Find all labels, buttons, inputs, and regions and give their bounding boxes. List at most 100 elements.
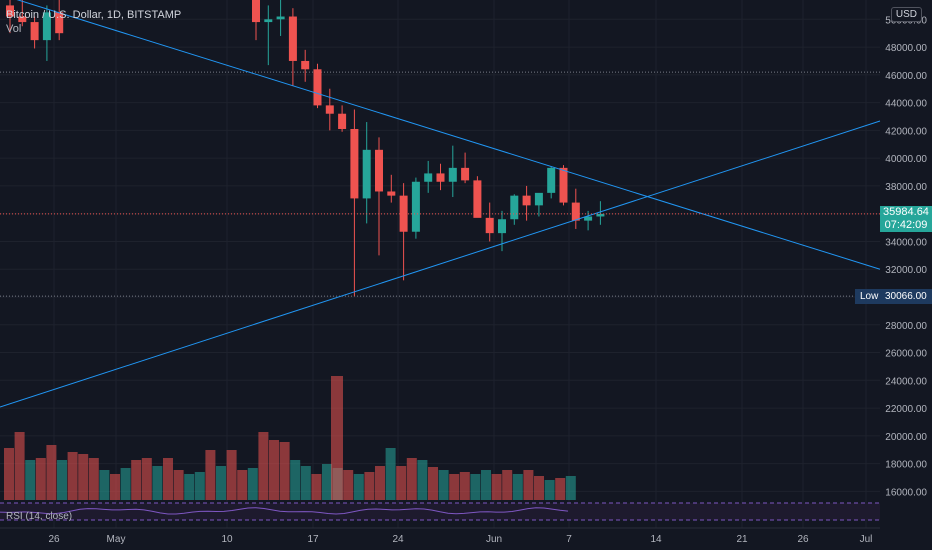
current-price-tag: 35984.64 07:42:09 <box>880 206 932 232</box>
candle-body <box>584 216 593 221</box>
volume-bar <box>491 474 502 500</box>
volume-bar <box>343 470 354 500</box>
volume-bar <box>300 466 311 500</box>
volume-bar <box>258 432 269 500</box>
volume-bar <box>331 376 343 500</box>
y-tick-label: 40000.00 <box>885 154 927 165</box>
volume-bar <box>449 474 460 500</box>
y-tick-label: 42000.00 <box>885 126 927 137</box>
rsi-label: RSI (14, close) <box>6 511 73 522</box>
price-axis: 16000.00 18000.00 20000.00 22000.00 24000.00… <box>885 15 927 498</box>
volume-bar <box>194 472 205 500</box>
volume-bar <box>14 432 25 500</box>
volume-bar <box>470 474 481 500</box>
y-tick-label: 26000.00 <box>885 349 927 360</box>
y-tick-label: 46000.00 <box>885 71 927 82</box>
volume-bar <box>459 472 470 500</box>
volume-bars <box>4 376 576 500</box>
y-tick-label: 24000.00 <box>885 376 927 387</box>
ascending-trendline <box>0 120 881 408</box>
y-tick-label: 16000.00 <box>885 487 927 498</box>
candle-body <box>6 5 14 17</box>
volume-bar <box>502 470 513 500</box>
candle-body <box>411 181 420 232</box>
volume-bar <box>88 458 99 500</box>
volume-bar <box>353 474 364 500</box>
volume-bar <box>46 445 57 500</box>
x-tick-label: 26 <box>48 534 60 545</box>
candle-body <box>288 16 297 61</box>
volume-bar <box>120 468 131 500</box>
candle-body <box>264 19 273 23</box>
candlesticks <box>6 0 605 297</box>
candle-body <box>534 192 543 206</box>
volume-bar <box>173 470 184 500</box>
y-tick-label: 18000.00 <box>885 460 927 471</box>
volume-bar <box>247 468 258 500</box>
x-tick-label: 21 <box>736 534 748 545</box>
rsi-pane <box>0 502 880 529</box>
low-value: 30066.00 <box>880 289 932 304</box>
volume-bar <box>322 464 332 500</box>
x-tick-label: 24 <box>392 534 404 545</box>
y-tick-label: 44000.00 <box>885 99 927 110</box>
volume-bar <box>216 466 226 500</box>
y-tick-label: 22000.00 <box>885 404 927 415</box>
candle-body <box>30 22 39 41</box>
candle-body <box>42 12 51 41</box>
candle-body <box>55 12 64 34</box>
volume-bar <box>269 440 279 500</box>
x-tick-label: 7 <box>566 534 572 545</box>
volume-bar <box>110 474 120 500</box>
candle-body <box>436 173 445 182</box>
volume-bar <box>555 478 566 500</box>
volume-bar <box>364 472 375 500</box>
volume-bar <box>534 476 544 500</box>
candle-body <box>313 69 322 106</box>
candle-body <box>522 195 531 206</box>
volume-bar <box>78 454 89 500</box>
candle-body <box>387 191 396 196</box>
y-tick-label: 28000.00 <box>885 321 927 332</box>
volume-bar <box>25 460 36 500</box>
volume-bar <box>396 466 407 500</box>
volume-bar <box>290 460 301 500</box>
volume-bar <box>375 466 385 500</box>
volume-bar <box>544 480 555 500</box>
time-axis: 26 May 10 17 24 Jun 7 14 21 26 Jul <box>48 534 872 545</box>
volume-bar <box>67 452 78 500</box>
y-tick-label: 48000.00 <box>885 43 927 54</box>
x-tick-label: Jun <box>486 534 502 545</box>
y-tick-label: 20000.00 <box>885 432 927 443</box>
volume-bar <box>99 470 110 500</box>
candle-body <box>559 167 568 203</box>
volume-bar <box>428 467 438 500</box>
bar-countdown: 07:42:09 <box>884 219 928 231</box>
trendlines <box>0 0 881 408</box>
symbol-title: Bitcoin / U.S. Dollar, 1D, BITSTAMP <box>6 9 182 21</box>
x-tick-label: May <box>107 534 126 545</box>
x-tick-label: 14 <box>650 534 662 545</box>
candle-body <box>571 202 580 221</box>
candle-body <box>510 195 519 220</box>
x-tick-label: 10 <box>221 534 233 545</box>
candle-body <box>325 105 334 114</box>
volume-bar <box>417 460 428 500</box>
candle-body <box>596 213 605 217</box>
candle-body <box>350 128 359 199</box>
volume-label: Vol <box>6 23 22 35</box>
volume-bar <box>131 460 142 500</box>
volume-bar <box>279 442 290 500</box>
candle-body <box>473 180 482 218</box>
candle-body <box>362 149 371 199</box>
y-tick-label: 32000.00 <box>885 265 927 276</box>
candle-body <box>498 219 506 234</box>
currency-badge[interactable]: USD <box>890 7 922 22</box>
candle-body <box>375 149 383 192</box>
volume-bar <box>152 466 163 500</box>
volume-bar <box>565 476 576 500</box>
volume-bar <box>205 450 216 500</box>
volume-bar <box>4 448 14 500</box>
candle-body <box>547 167 556 193</box>
